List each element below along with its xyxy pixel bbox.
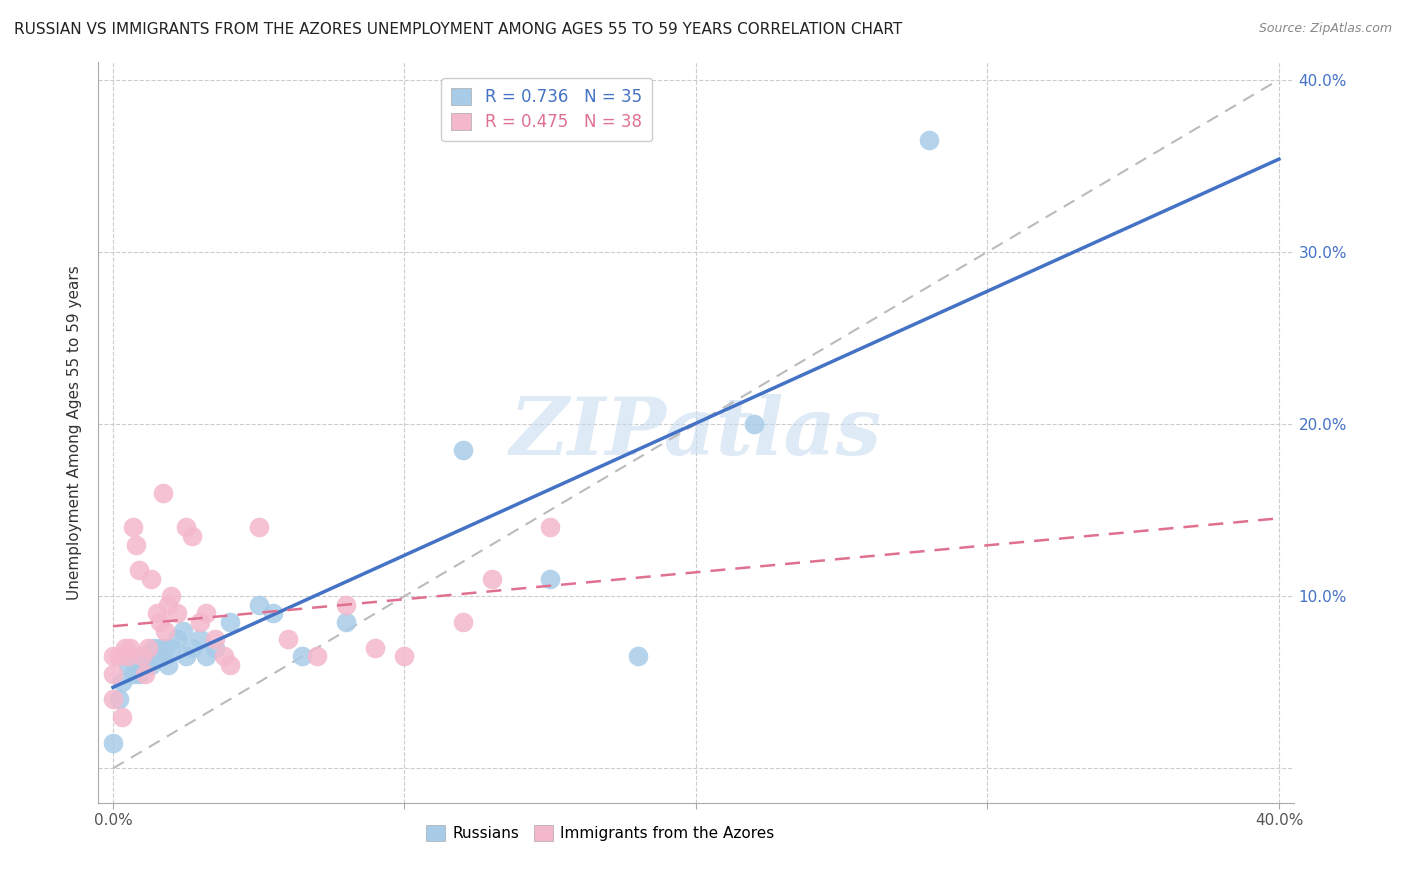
- Russians: [136, 649, 159, 664]
- Russians: [117, 658, 139, 673]
- Immigrants from the Azores: [114, 640, 136, 655]
- Immigrants from the Azores: [125, 537, 148, 551]
- Russians: [247, 598, 270, 612]
- Immigrants from the Azores: [101, 649, 124, 664]
- Immigrants from the Azores: [204, 632, 226, 647]
- Russians: [101, 735, 124, 749]
- Russians: [155, 640, 177, 655]
- Immigrants from the Azores: [134, 666, 156, 681]
- Russians: [128, 666, 150, 681]
- Text: ZIPatlas: ZIPatlas: [510, 394, 882, 471]
- Russians: [125, 658, 148, 673]
- Russians: [149, 640, 172, 655]
- Immigrants from the Azores: [160, 589, 183, 603]
- Immigrants from the Azores: [145, 607, 167, 621]
- Immigrants from the Azores: [108, 649, 131, 664]
- Russians: [131, 649, 153, 664]
- Immigrants from the Azores: [122, 520, 145, 534]
- Russians: [142, 640, 165, 655]
- Immigrants from the Azores: [128, 563, 150, 577]
- Russians: [166, 632, 188, 647]
- Russians: [451, 442, 474, 457]
- Immigrants from the Azores: [136, 640, 159, 655]
- Immigrants from the Azores: [180, 529, 202, 543]
- Immigrants from the Azores: [157, 598, 180, 612]
- Russians: [134, 658, 156, 673]
- Immigrants from the Azores: [481, 572, 503, 586]
- Immigrants from the Azores: [152, 486, 174, 500]
- Russians: [157, 658, 180, 673]
- Immigrants from the Azores: [247, 520, 270, 534]
- Russians: [204, 640, 226, 655]
- Immigrants from the Azores: [277, 632, 299, 647]
- Text: RUSSIAN VS IMMIGRANTS FROM THE AZORES UNEMPLOYMENT AMONG AGES 55 TO 59 YEARS COR: RUSSIAN VS IMMIGRANTS FROM THE AZORES UN…: [14, 22, 903, 37]
- Immigrants from the Azores: [212, 649, 235, 664]
- Immigrants from the Azores: [155, 624, 177, 638]
- Russians: [262, 607, 284, 621]
- Russians: [180, 640, 202, 655]
- Immigrants from the Azores: [335, 598, 357, 612]
- Russians: [108, 692, 131, 706]
- Y-axis label: Unemployment Among Ages 55 to 59 years: Unemployment Among Ages 55 to 59 years: [67, 265, 83, 600]
- Russians: [111, 675, 134, 690]
- Immigrants from the Azores: [174, 520, 197, 534]
- Russians: [145, 649, 167, 664]
- Immigrants from the Azores: [195, 607, 218, 621]
- Immigrants from the Azores: [166, 607, 188, 621]
- Immigrants from the Azores: [218, 658, 240, 673]
- Immigrants from the Azores: [364, 640, 387, 655]
- Immigrants from the Azores: [305, 649, 328, 664]
- Text: Source: ZipAtlas.com: Source: ZipAtlas.com: [1258, 22, 1392, 36]
- Legend: Russians, Immigrants from the Azores: Russians, Immigrants from the Azores: [420, 819, 780, 847]
- Immigrants from the Azores: [117, 649, 139, 664]
- Immigrants from the Azores: [131, 649, 153, 664]
- Immigrants from the Azores: [190, 615, 212, 629]
- Immigrants from the Azores: [120, 640, 142, 655]
- Russians: [190, 632, 212, 647]
- Russians: [160, 640, 183, 655]
- Immigrants from the Azores: [394, 649, 416, 664]
- Immigrants from the Azores: [538, 520, 561, 534]
- Immigrants from the Azores: [101, 692, 124, 706]
- Russians: [122, 666, 145, 681]
- Russians: [335, 615, 357, 629]
- Russians: [139, 658, 162, 673]
- Immigrants from the Azores: [451, 615, 474, 629]
- Russians: [538, 572, 561, 586]
- Russians: [195, 649, 218, 664]
- Russians: [174, 649, 197, 664]
- Immigrants from the Azores: [101, 666, 124, 681]
- Immigrants from the Azores: [111, 709, 134, 723]
- Immigrants from the Azores: [139, 572, 162, 586]
- Russians: [627, 649, 650, 664]
- Russians: [218, 615, 240, 629]
- Russians: [742, 417, 765, 431]
- Russians: [172, 624, 194, 638]
- Russians: [152, 649, 174, 664]
- Immigrants from the Azores: [149, 615, 172, 629]
- Russians: [291, 649, 314, 664]
- Russians: [918, 133, 941, 147]
